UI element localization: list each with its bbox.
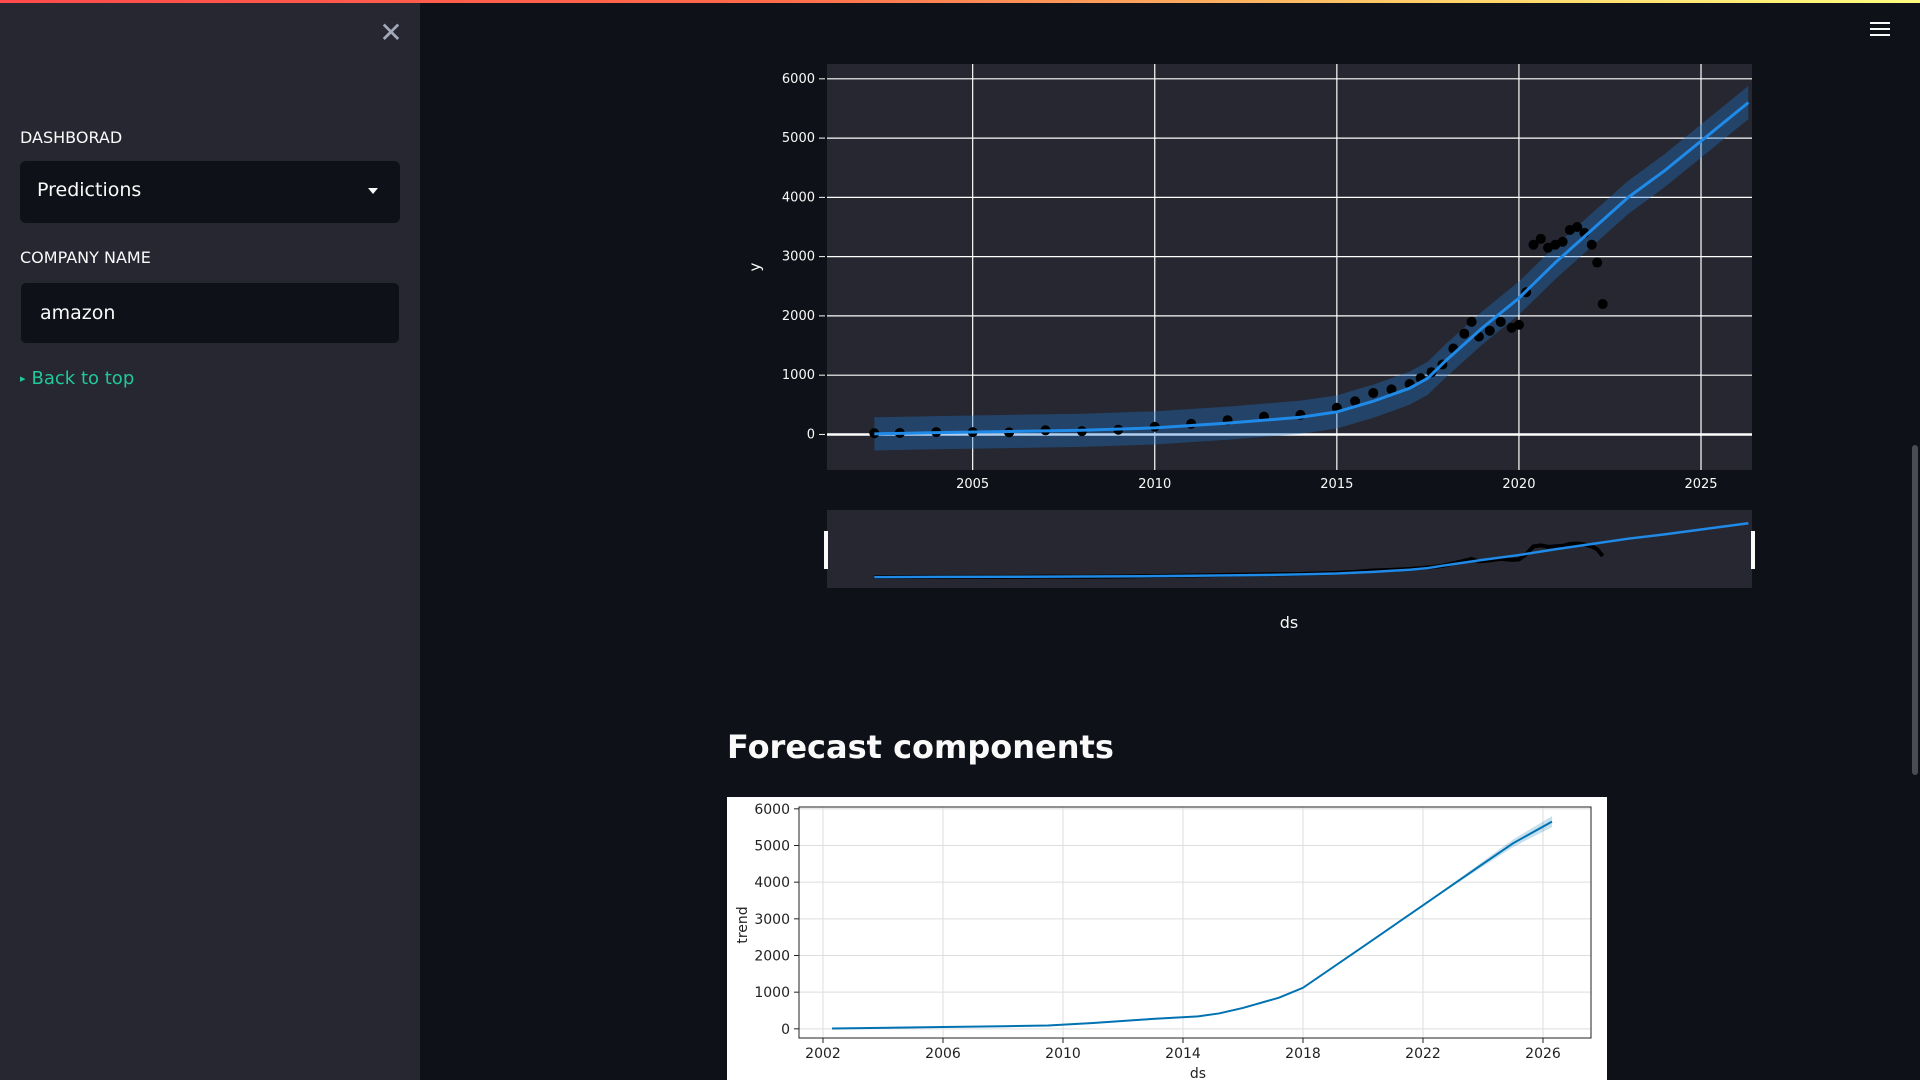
hamburger-menu-icon[interactable] — [1867, 18, 1893, 42]
company-name-label: COMPANY NAME — [20, 248, 151, 267]
company-name-input-value: amazon — [40, 302, 116, 324]
forecast-components-title: Forecast components — [727, 728, 1114, 766]
x-tick-label: 2020 — [1502, 477, 1535, 492]
trend-chart-svg: 2002 2006 2010 2014 2018 2022 2026 0 1000 2000 300… — [735, 802, 1592, 1080]
trend-x-tick-label: 2002 — [805, 1046, 841, 1062]
trend-y-axis-label: trend — [735, 906, 751, 943]
actual-data-point — [1592, 257, 1603, 268]
y-tick-label: 3000 — [782, 250, 815, 265]
trend-x-axis-label: ds — [1190, 1066, 1206, 1080]
y-tick-label: 1000 — [782, 368, 815, 383]
x-tick-label: 2015 — [1320, 477, 1353, 492]
actual-data-point — [1557, 236, 1568, 247]
dashboard-select-value: Predictions — [37, 179, 142, 201]
trend-x-tick-label: 2026 — [1525, 1046, 1561, 1062]
dashboard-select[interactable]: Predictions — [20, 161, 400, 223]
x-tick-label: 2010 — [1138, 477, 1171, 492]
actual-data-point — [1528, 239, 1539, 250]
trend-line — [831, 820, 1553, 1030]
actual-data-point — [1459, 328, 1470, 339]
trend-x-tick-label: 2022 — [1405, 1046, 1441, 1062]
actual-data-point — [1484, 325, 1495, 336]
main-scrollbar[interactable] — [1912, 445, 1918, 775]
x-axis-label: ds — [1280, 613, 1299, 632]
trend-uncertainty-band — [832, 816, 1552, 1029]
actual-data-point — [1466, 316, 1477, 327]
y-tick-label: 0 — [807, 427, 815, 442]
dashboard-label: DASHBORAD — [20, 128, 123, 147]
actual-data-point — [1597, 299, 1608, 310]
x-tick-label: 2005 — [956, 477, 989, 492]
actual-data-point — [1572, 221, 1583, 232]
trend-y-tick-label: 5000 — [754, 839, 790, 855]
top-progress-bar — [0, 0, 1920, 3]
trend-x-tick-label: 2010 — [1045, 1046, 1081, 1062]
chevron-down-icon — [368, 188, 378, 194]
forecast-line — [874, 101, 1750, 436]
trend-y-tick-label: 1000 — [754, 985, 790, 1001]
forecast-chart[interactable]: 2005 2010 2015 2020 2025 0 1000 2000 3000 4000 500… — [740, 55, 1780, 645]
actual-data-point — [1495, 316, 1506, 327]
close-icon[interactable]: ✕ — [379, 16, 403, 49]
back-to-top-label: Back to top — [31, 368, 135, 389]
forecast-chart-svg: 2005 2010 2015 2020 2025 0 1000 2000 3000 4000 500… — [746, 64, 1755, 632]
trend-x-tick-label: 2014 — [1165, 1046, 1201, 1062]
y-tick-label: 4000 — [782, 190, 815, 205]
actual-data-point — [1426, 367, 1437, 378]
trend-y-tick-label: 4000 — [754, 875, 790, 891]
trend-y-tick-label: 0 — [781, 1022, 790, 1038]
actual-data-point — [1535, 233, 1546, 244]
y-tick-label: 6000 — [782, 72, 815, 87]
triangle-right-icon: ▸ — [20, 372, 26, 385]
y-axis-label: y — [746, 262, 764, 271]
y-tick-label: 2000 — [782, 309, 815, 324]
back-to-top-link[interactable]: ▸ Back to top — [20, 368, 134, 389]
rangeslider-right-handle[interactable] — [1751, 531, 1755, 569]
rangeslider-left-handle[interactable] — [824, 531, 828, 569]
trend-plot-frame — [798, 806, 1592, 1039]
trend-x-tick-label: 2018 — [1285, 1046, 1321, 1062]
y-tick-label: 5000 — [782, 131, 815, 146]
actual-data-point — [1350, 396, 1361, 407]
trend-y-tick-label: 3000 — [754, 912, 790, 928]
actual-data-point — [1368, 387, 1379, 398]
sidebar: ✕ DASHBORAD Predictions COMPANY NAME ama… — [0, 0, 420, 1080]
forecast-components-chart: 2002 2006 2010 2014 2018 2022 2026 0 1000 2000 300… — [727, 797, 1607, 1080]
actual-data-point — [1586, 239, 1597, 250]
trend-y-tick-label: 2000 — [754, 949, 790, 965]
x-tick-label: 2025 — [1684, 477, 1717, 492]
trend-x-tick-label: 2006 — [925, 1046, 961, 1062]
actual-data-point — [1513, 319, 1524, 330]
rangeslider-forecast-trace — [874, 522, 1749, 579]
actual-data-point — [1386, 384, 1397, 395]
trend-y-tick-label: 6000 — [754, 802, 790, 818]
company-name-input[interactable]: amazon — [20, 282, 400, 344]
